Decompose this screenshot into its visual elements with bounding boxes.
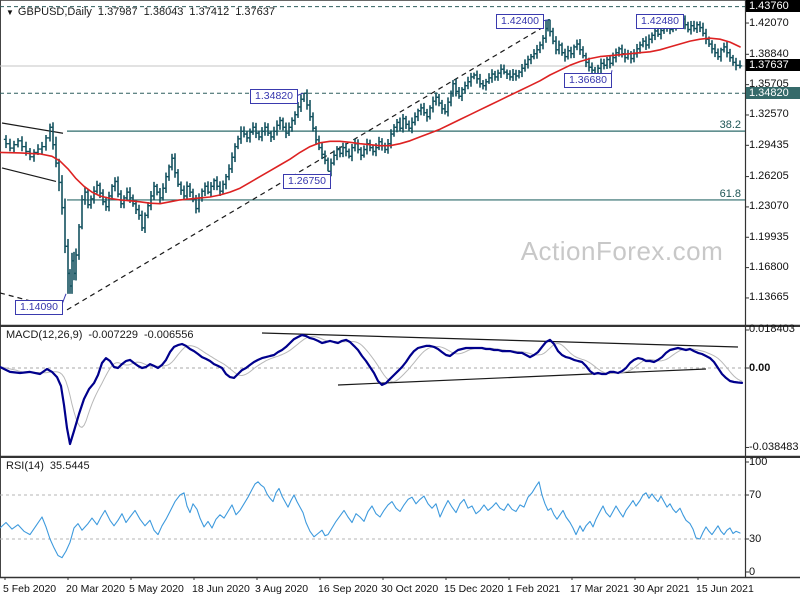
y-axis-label: 1.23070 xyxy=(749,200,789,213)
y-axis-label: 100 xyxy=(749,455,768,468)
price-tag[interactable]: 1.42400 xyxy=(496,14,544,29)
fib-level-label: 61.8 xyxy=(720,188,741,200)
macd-indicator-label: MACD(12,26,9) xyxy=(6,329,83,341)
y-axis-label: 30 xyxy=(749,532,762,545)
rsi-indicator-label: RSI(14) xyxy=(6,460,44,472)
collapse-triangle-icon[interactable]: ▼ xyxy=(6,8,14,17)
y-axis-label: 1.16800 xyxy=(749,261,789,274)
actionforex-watermark: ActionForex.com xyxy=(520,236,724,266)
x-axis-label: 15 Jun 2021 xyxy=(696,583,754,595)
rsi-value: 35.5445 xyxy=(49,460,90,472)
symbol-header: ▼ GBPUSD,Daily 1.37987 1.38043 1.37412 1.3763… xyxy=(6,6,281,18)
ohlc-close: 1.37637 xyxy=(235,6,275,18)
x-axis-label: 30 Apr 2021 xyxy=(633,583,690,595)
y-axis-highlight-label: 1.43760 xyxy=(746,0,800,13)
x-axis-label: 15 Dec 2020 xyxy=(444,583,504,595)
price-trendlines xyxy=(0,25,546,311)
y-axis-label: 0.018403 xyxy=(749,323,795,336)
x-axis-label: 16 Sep 2020 xyxy=(318,583,378,595)
y-axis-label: -0.038483 xyxy=(749,440,799,453)
rsi-label-row: RSI(14) 35.5445 xyxy=(6,460,96,472)
panel-borders xyxy=(0,0,800,579)
price-tag[interactable]: 1.34820 xyxy=(250,89,298,104)
ma-line-red xyxy=(0,37,741,205)
ohlc-low: 1.37412 xyxy=(189,6,230,18)
macd-label-row: MACD(12,26,9) -0.007229 -0.006556 xyxy=(6,329,200,341)
y-axis-label: 1.42070 xyxy=(749,16,789,29)
rsi-panel xyxy=(0,481,745,559)
fib-level-label: 38.2 xyxy=(720,119,741,131)
y-axis-label: 1.19935 xyxy=(749,230,789,243)
y-axis-label: 0 xyxy=(749,565,756,578)
x-axis-label: 5 May 2020 xyxy=(129,583,184,595)
x-axis-label: 18 Jun 2020 xyxy=(192,583,250,595)
x-axis-label: 17 Mar 2021 xyxy=(570,583,629,595)
macd-panel xyxy=(0,332,745,446)
y-axis-highlight-label: 1.34820 xyxy=(746,86,800,99)
price-tag[interactable]: 1.14090 xyxy=(15,300,63,315)
x-axis-label: 1 Feb 2021 xyxy=(507,583,561,595)
macd-main-value: -0.007229 xyxy=(88,329,138,341)
x-axis-label: 3 Aug 2020 xyxy=(255,583,309,595)
axis-ticks xyxy=(4,22,749,580)
y-axis-label: 1.32570 xyxy=(749,108,789,121)
y-axis-label: 1.26205 xyxy=(749,170,789,183)
candlestick-series xyxy=(3,15,743,294)
price-levels: 38.2 61.8 xyxy=(0,6,745,201)
x-axis-label: 5 Feb 2020 xyxy=(3,583,57,595)
y-axis-label: 1.29435 xyxy=(749,138,789,151)
symbol-name: GBPUSD,Daily xyxy=(17,6,92,18)
price-tag[interactable]: 1.36680 xyxy=(564,73,612,88)
y-axis-highlight-label: 1.37637 xyxy=(746,59,800,72)
ohlc-high: 1.38043 xyxy=(143,6,184,18)
price-tag[interactable]: 1.42480 xyxy=(636,14,684,29)
price-tag[interactable]: 1.26750 xyxy=(283,174,331,189)
x-axis-label: 20 Mar 2020 xyxy=(66,583,125,595)
ohlc-open: 1.37987 xyxy=(97,6,138,18)
macd-signal-value: -0.006556 xyxy=(143,329,194,341)
y-axis-label: 70 xyxy=(749,488,762,501)
y-axis-label: 0.00 xyxy=(749,361,771,374)
x-axis-label: 30 Oct 2020 xyxy=(381,583,439,595)
y-axis-label: 1.38840 xyxy=(749,47,789,60)
y-axis-label: 1.13665 xyxy=(749,291,789,304)
